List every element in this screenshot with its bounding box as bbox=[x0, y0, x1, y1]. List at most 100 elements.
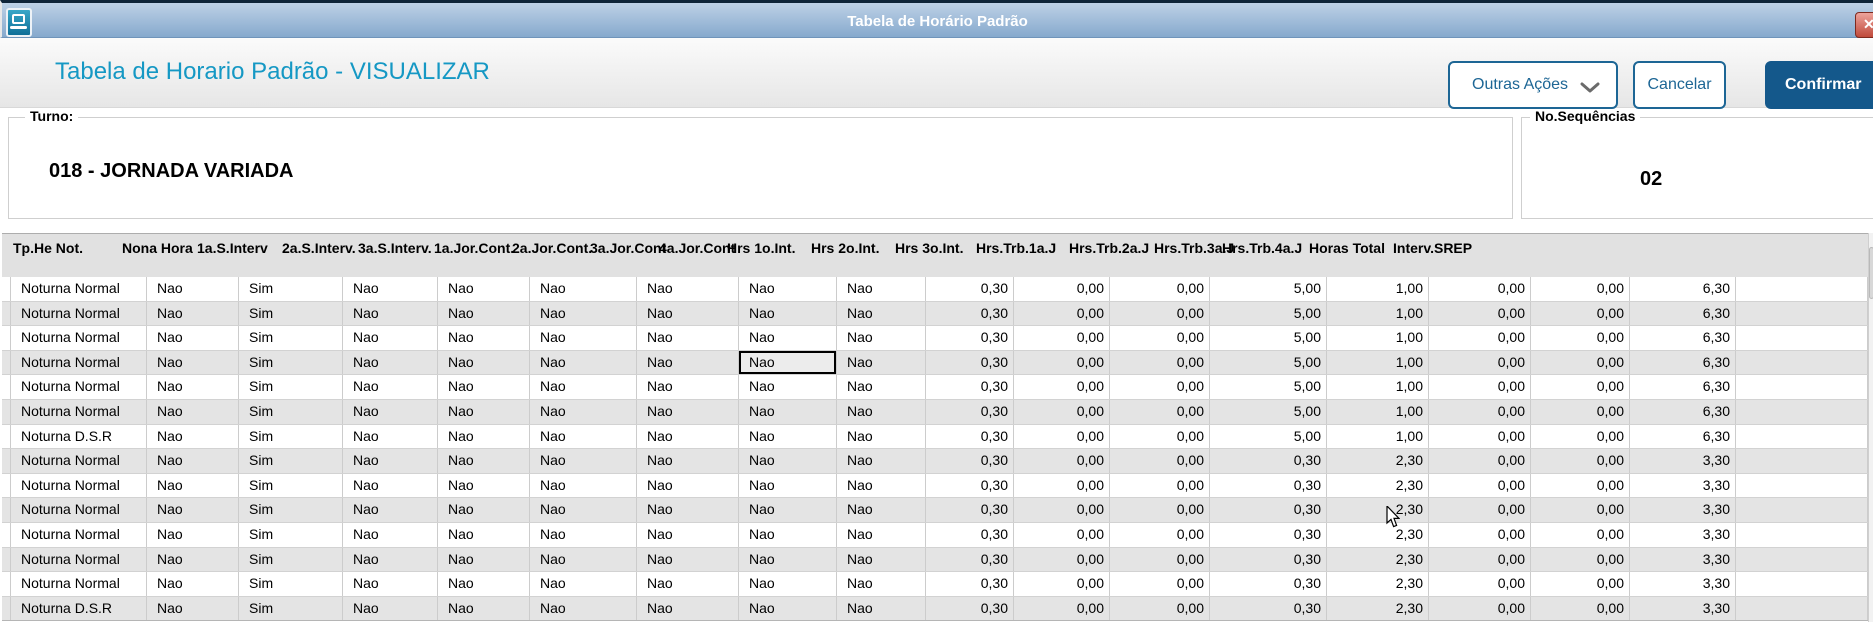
grid-cell[interactable]: Sim bbox=[239, 572, 343, 596]
grid-cell[interactable]: Nao bbox=[739, 572, 837, 596]
grid-cell[interactable]: Nao bbox=[530, 326, 637, 350]
grid-cell[interactable]: Nao bbox=[343, 547, 438, 572]
grid-cell[interactable]: Nao bbox=[530, 547, 637, 572]
grid-cell[interactable]: Sim bbox=[239, 522, 343, 547]
grid-cell[interactable]: Nao bbox=[837, 301, 926, 326]
grid-cell[interactable]: Nao bbox=[739, 326, 837, 350]
grid-cell[interactable]: 0,30 bbox=[1210, 449, 1327, 473]
grid-cell[interactable]: 0,00 bbox=[1110, 547, 1210, 572]
grid-cell[interactable]: Nao bbox=[530, 301, 637, 326]
grid-cell[interactable]: Nao bbox=[739, 301, 837, 326]
grid-cell[interactable]: Nao bbox=[637, 301, 739, 326]
grid-cell[interactable] bbox=[1736, 277, 1868, 301]
grid-cell[interactable] bbox=[1736, 498, 1868, 522]
grid-cell[interactable]: Sim bbox=[239, 277, 343, 301]
grid-cell[interactable]: Nao bbox=[343, 399, 438, 424]
grid-cell[interactable]: 0,00 bbox=[1014, 277, 1110, 301]
grid-cell[interactable] bbox=[1736, 326, 1868, 350]
grid-cell[interactable]: 1,00 bbox=[1327, 301, 1429, 326]
grid-cell[interactable]: 5,00 bbox=[1210, 277, 1327, 301]
grid-cell[interactable]: 0,30 bbox=[926, 596, 1014, 621]
grid-cell[interactable]: 6,30 bbox=[1630, 399, 1736, 424]
grid-cell[interactable]: 0,00 bbox=[1531, 375, 1630, 399]
grid-cell[interactable]: 0,30 bbox=[926, 522, 1014, 547]
grid-cell[interactable]: Sim bbox=[239, 301, 343, 326]
grid-cell[interactable]: 0,30 bbox=[926, 350, 1014, 375]
grid-cell[interactable] bbox=[1736, 350, 1868, 375]
grid-cell[interactable]: Nao bbox=[147, 424, 239, 449]
grid-cell[interactable]: 5,00 bbox=[1210, 301, 1327, 326]
grid-cell[interactable]: Nao bbox=[438, 522, 530, 547]
grid-cell[interactable]: Nao bbox=[147, 326, 239, 350]
grid-cell[interactable]: Nao bbox=[343, 473, 438, 498]
cancel-button[interactable]: Cancelar bbox=[1633, 61, 1726, 109]
vertical-scrollbar[interactable] bbox=[1868, 233, 1873, 622]
grid-cell[interactable]: 0,30 bbox=[1210, 473, 1327, 498]
grid-cell[interactable]: 0,00 bbox=[1531, 572, 1630, 596]
grid-cell[interactable]: 0,30 bbox=[926, 424, 1014, 449]
grid-cell[interactable]: Nao bbox=[739, 424, 837, 449]
grid-cell[interactable]: Nao bbox=[637, 498, 739, 522]
grid-cell[interactable]: Sim bbox=[239, 399, 343, 424]
grid-cell[interactable]: 0,00 bbox=[1429, 301, 1531, 326]
grid-cell[interactable]: 0,00 bbox=[1014, 498, 1110, 522]
grid-cell[interactable]: Sim bbox=[239, 473, 343, 498]
selected-grid-cell[interactable]: Nao bbox=[739, 350, 837, 375]
grid-cell[interactable]: Sim bbox=[239, 424, 343, 449]
grid-cell[interactable]: Noturna Normal bbox=[11, 350, 147, 375]
grid-cell[interactable]: 0,00 bbox=[1429, 326, 1531, 350]
grid-cell[interactable]: 2,30 bbox=[1327, 473, 1429, 498]
grid-cell[interactable]: 0,00 bbox=[1014, 547, 1110, 572]
grid-cell[interactable]: Nao bbox=[837, 277, 926, 301]
grid-cell[interactable]: 3,30 bbox=[1630, 522, 1736, 547]
grid-cell[interactable]: 6,30 bbox=[1630, 277, 1736, 301]
grid-cell[interactable]: Nao bbox=[147, 522, 239, 547]
grid-cell[interactable]: 5,00 bbox=[1210, 399, 1327, 424]
grid-cell[interactable]: 0,00 bbox=[1531, 277, 1630, 301]
grid-cell[interactable]: Sim bbox=[239, 326, 343, 350]
grid-cell[interactable]: 3,30 bbox=[1630, 547, 1736, 572]
grid-cell[interactable]: 0,00 bbox=[1531, 498, 1630, 522]
grid-cell[interactable]: 0,00 bbox=[1531, 596, 1630, 621]
grid-cell[interactable]: Nao bbox=[343, 350, 438, 375]
grid-cell[interactable]: Sim bbox=[239, 449, 343, 473]
grid-cell[interactable]: Nao bbox=[343, 277, 438, 301]
grid-cell[interactable]: Nao bbox=[837, 473, 926, 498]
grid-cell[interactable]: 0,00 bbox=[1110, 572, 1210, 596]
grid-cell[interactable]: 0,00 bbox=[1014, 399, 1110, 424]
grid-cell[interactable]: 5,00 bbox=[1210, 424, 1327, 449]
grid-cell[interactable] bbox=[1736, 522, 1868, 547]
grid-cell[interactable]: Nao bbox=[530, 572, 637, 596]
grid-cell[interactable]: Nao bbox=[343, 326, 438, 350]
grid-cell[interactable]: 0,00 bbox=[1014, 449, 1110, 473]
grid-cell[interactable]: 0,30 bbox=[1210, 572, 1327, 596]
grid-cell[interactable]: 0,30 bbox=[926, 498, 1014, 522]
grid-cell[interactable]: 0,30 bbox=[926, 375, 1014, 399]
grid-cell[interactable]: Noturna Normal bbox=[11, 449, 147, 473]
grid-cell[interactable]: Noturna Normal bbox=[11, 522, 147, 547]
grid-cell[interactable]: 0,00 bbox=[1014, 473, 1110, 498]
grid-cell[interactable]: Nao bbox=[438, 424, 530, 449]
grid-cell[interactable]: Nao bbox=[739, 399, 837, 424]
grid-cell[interactable]: 0,00 bbox=[1014, 350, 1110, 375]
grid-cell[interactable]: Nao bbox=[637, 449, 739, 473]
grid-cell[interactable]: 0,00 bbox=[1110, 424, 1210, 449]
grid-cell[interactable]: 0,00 bbox=[1531, 449, 1630, 473]
grid-cell[interactable]: 0,00 bbox=[1110, 375, 1210, 399]
grid-cell[interactable]: Nao bbox=[837, 375, 926, 399]
grid-cell[interactable]: Noturna D.S.R bbox=[11, 596, 147, 621]
other-actions-button[interactable]: Outras Ações bbox=[1448, 61, 1618, 109]
grid-cell[interactable]: Nao bbox=[530, 277, 637, 301]
grid-cell[interactable]: Nao bbox=[438, 498, 530, 522]
grid-cell[interactable]: Nao bbox=[438, 449, 530, 473]
grid-cell[interactable]: 0,00 bbox=[1110, 596, 1210, 621]
grid-cell[interactable]: Nao bbox=[637, 596, 739, 621]
grid-cell[interactable]: 0,00 bbox=[1014, 326, 1110, 350]
grid-cell[interactable]: Nao bbox=[343, 375, 438, 399]
grid-cell[interactable]: Nao bbox=[438, 547, 530, 572]
grid-cell[interactable]: Noturna Normal bbox=[11, 277, 147, 301]
grid-cell[interactable]: 6,30 bbox=[1630, 301, 1736, 326]
grid-cell[interactable]: Nao bbox=[147, 350, 239, 375]
grid-cell[interactable] bbox=[1736, 572, 1868, 596]
grid-cell[interactable]: Nao bbox=[438, 277, 530, 301]
